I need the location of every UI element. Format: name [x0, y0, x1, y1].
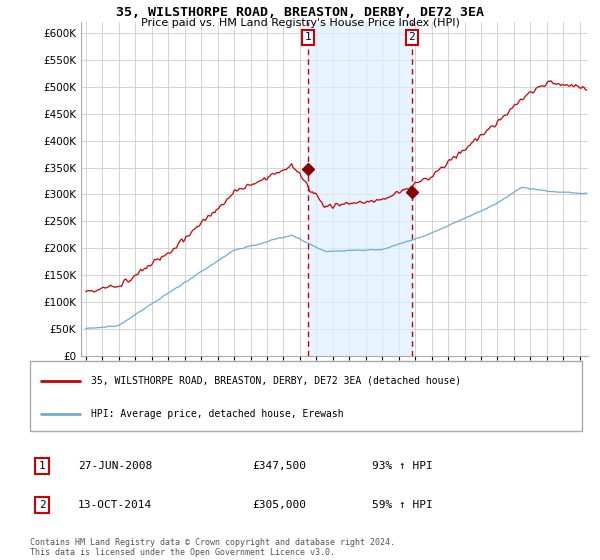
Text: 2: 2: [38, 500, 46, 510]
Text: Contains HM Land Registry data © Crown copyright and database right 2024.
This d: Contains HM Land Registry data © Crown c…: [30, 538, 395, 557]
Text: 35, WILSTHORPE ROAD, BREASTON, DERBY, DE72 3EA: 35, WILSTHORPE ROAD, BREASTON, DERBY, DE…: [116, 6, 484, 18]
Text: 59% ↑ HPI: 59% ↑ HPI: [372, 500, 433, 510]
Text: 1: 1: [38, 461, 46, 471]
Text: 1: 1: [305, 32, 311, 43]
Text: 93% ↑ HPI: 93% ↑ HPI: [372, 461, 433, 471]
Bar: [308, 22, 412, 356]
Text: £347,500: £347,500: [252, 461, 306, 471]
Text: £305,000: £305,000: [252, 500, 306, 510]
Text: 13-OCT-2014: 13-OCT-2014: [78, 500, 152, 510]
Text: 35, WILSTHORPE ROAD, BREASTON, DERBY, DE72 3EA (detached house): 35, WILSTHORPE ROAD, BREASTON, DERBY, DE…: [91, 376, 461, 386]
Text: HPI: Average price, detached house, Erewash: HPI: Average price, detached house, Erew…: [91, 409, 343, 419]
Text: 2: 2: [409, 32, 415, 43]
FancyBboxPatch shape: [30, 361, 582, 431]
Text: Price paid vs. HM Land Registry's House Price Index (HPI): Price paid vs. HM Land Registry's House …: [140, 18, 460, 28]
Text: 27-JUN-2008: 27-JUN-2008: [78, 461, 152, 471]
